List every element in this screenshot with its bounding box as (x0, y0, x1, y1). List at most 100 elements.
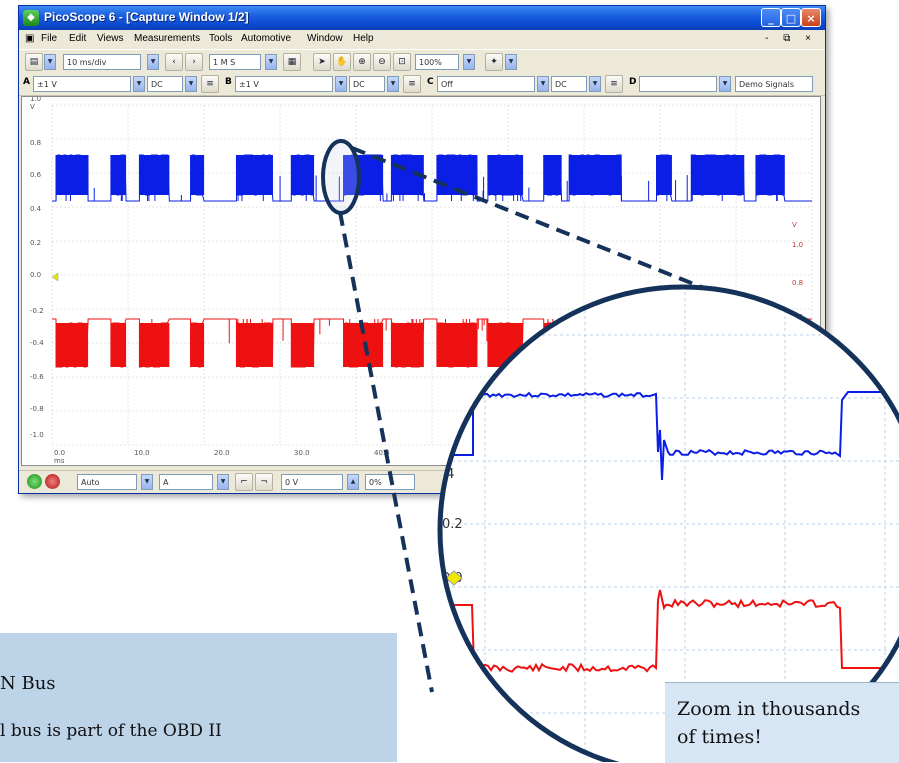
menu-tools[interactable]: Tools (209, 33, 233, 44)
channel-c-range-dropdown[interactable]: ▼ (537, 76, 549, 92)
zoom-region-icon[interactable]: ⊡ (393, 53, 411, 71)
trigger-marker-icon (51, 272, 59, 282)
y-axis-label: -0.8 (30, 405, 44, 413)
menu-edit[interactable]: Edit (69, 33, 87, 44)
channel-toolbar: A ±1 V ▼ DC ▼ ≡ B ±1 V ▼ DC ▼ ≡ C Off ▼ … (19, 73, 825, 96)
trigger-mode-dropdown[interactable]: ▼ (141, 474, 153, 490)
trigger-mode-select[interactable]: Auto (77, 474, 137, 490)
timebase-select[interactable]: 10 ms/div (63, 54, 141, 70)
y-axis-label: 0.8 (30, 139, 41, 147)
channel-a-range[interactable]: ±1 V (33, 76, 131, 92)
channel-a-coupling[interactable]: DC (147, 76, 183, 92)
channel-a-burst (190, 155, 205, 195)
y-axis-label-right: V (792, 221, 797, 229)
channel-b-coupling[interactable]: DC (349, 76, 385, 92)
lightbulb-icon[interactable]: ✦ (485, 53, 503, 71)
channel-a-options-icon[interactable]: ≡ (201, 75, 219, 93)
zoom-caption-text: Zoom in thousands of times! (677, 695, 860, 751)
timebase-dropdown[interactable]: ▼ (147, 54, 159, 70)
window-title: PicoScope 6 - [Capture Window 1/2] (44, 10, 249, 24)
title-bar[interactable]: ◆ PicoScope 6 - [Capture Window 1/2] _ □… (19, 6, 825, 30)
scope-plot-area[interactable]: 1.0 V 0.8 0.6 0.4 0.2 0.0 -0.2 -0.4 -0.6 -0.8 -1.0 V… (21, 96, 821, 466)
timebase-next-icon[interactable]: › (185, 53, 203, 71)
channel-d-label: D (629, 77, 637, 87)
picoscope-window: ◆ PicoScope 6 - [Capture Window 1/2] _ □… (18, 5, 826, 494)
mdi-window-controls[interactable]: - ⧉ × (765, 33, 817, 44)
zoom-caption-box: Zoom in thousands of times! (665, 682, 899, 763)
y-axis-label: -0.4 (30, 339, 44, 347)
channel-c-options-icon[interactable]: ≡ (605, 75, 623, 93)
scope-mode-icon[interactable]: ▤ (25, 53, 43, 71)
y-axis-label: -0.2 (30, 307, 44, 315)
scope-mode-dropdown[interactable]: ▼ (44, 54, 56, 70)
channel-a-coupling-dropdown[interactable]: ▼ (185, 76, 197, 92)
rising-edge-icon[interactable]: ⌐ (235, 473, 253, 491)
menu-file[interactable]: File (41, 33, 58, 44)
menu-automotive[interactable]: Automotive (241, 33, 292, 44)
minimize-button[interactable]: _ (761, 8, 781, 27)
menu-window[interactable]: Window (307, 33, 343, 44)
zoom-trigger-marker-icon (445, 570, 463, 586)
trigger-channel-select[interactable]: A (159, 474, 213, 490)
channel-d-dropdown[interactable]: ▼ (719, 76, 731, 92)
channel-c-coupling[interactable]: DC (551, 76, 587, 92)
zoom-channel-b-trace (440, 589, 899, 673)
x-axis-label: 20.0 (214, 449, 230, 457)
zoom-dropdown[interactable]: ▼ (463, 54, 475, 70)
hand-tool-icon[interactable]: ✋ (333, 53, 351, 71)
zoom-caption-line-1: Zoom in thousands (677, 698, 861, 720)
pointer-tool-icon[interactable]: ➤ (313, 53, 331, 71)
trigger-channel-dropdown[interactable]: ▼ (217, 474, 229, 490)
stop-icon[interactable] (45, 474, 60, 489)
menu-measurements[interactable]: Measurements (134, 33, 201, 44)
falling-edge-icon[interactable]: ¬ (255, 473, 273, 491)
zoom-source-marker (321, 139, 361, 215)
channel-b-range-dropdown[interactable]: ▼ (335, 76, 347, 92)
zoom-level[interactable]: 100% (415, 54, 459, 70)
x-axis-label: 40.0 (374, 449, 390, 457)
zoom-lens-ring (437, 284, 899, 762)
channel-b-label: B (225, 77, 232, 87)
main-toolbar: ▤ ▼ 10 ms/div ▼ ‹ › 1 M S ▼ ▦ ➤ ✋ ⊕ ⊖ ⊡ … (19, 49, 825, 75)
y-axis-label: -0.6 (30, 373, 44, 381)
demo-signals-button[interactable]: Demo Signals (735, 76, 813, 92)
zoom-channel-a-trace (440, 391, 899, 481)
y-axis-label: V (30, 103, 35, 111)
zoom-caption-line-2: of times! (677, 726, 762, 748)
buffer-icon[interactable]: ▦ (283, 53, 301, 71)
samples-dropdown[interactable]: ▼ (265, 54, 277, 70)
menu-help[interactable]: Help (353, 33, 374, 44)
maximize-button[interactable]: □ (781, 8, 801, 27)
threshold-input[interactable]: 0 V (281, 474, 343, 490)
start-icon[interactable] (27, 474, 42, 489)
zoom-in-icon[interactable]: ⊕ (353, 53, 371, 71)
doc-icon[interactable]: ▣ (25, 33, 35, 44)
channel-a-range-dropdown[interactable]: ▼ (133, 76, 145, 92)
menu-views[interactable]: Views (97, 33, 124, 44)
channel-b-options-icon[interactable]: ≡ (403, 75, 421, 93)
channel-b-range[interactable]: ±1 V (235, 76, 333, 92)
zoom-out-icon[interactable]: ⊖ (373, 53, 391, 71)
timebase-prev-icon[interactable]: ‹ (165, 53, 183, 71)
channel-d-range[interactable] (639, 76, 717, 92)
y-axis-label: 0.2 (30, 239, 41, 247)
help-dropdown[interactable]: ▼ (505, 54, 517, 70)
x-axis-label: 10.0 (134, 449, 150, 457)
zoom-y-label: 0.2 (442, 517, 463, 532)
waveform-trace (52, 154, 812, 202)
connector-line-bottom (338, 211, 434, 693)
channel-c-coupling-dropdown[interactable]: ▼ (589, 76, 601, 92)
y-axis-label: 0.6 (30, 171, 42, 179)
channel-c-range[interactable]: Off (437, 76, 535, 92)
y-axis-label: 1.0 (30, 97, 41, 103)
samples-select[interactable]: 1 M S (209, 54, 261, 70)
x-axis-label: 30.0 (294, 449, 310, 457)
info-title: N Bus (0, 673, 56, 694)
channel-b-coupling-dropdown[interactable]: ▼ (387, 76, 399, 92)
close-button[interactable]: × (801, 8, 821, 27)
channel-a-label: A (23, 77, 30, 87)
x-axis-unit: ms (54, 457, 65, 465)
threshold-spinner[interactable]: ▲ (347, 474, 359, 490)
y-axis-label: -1.0 (30, 431, 44, 439)
